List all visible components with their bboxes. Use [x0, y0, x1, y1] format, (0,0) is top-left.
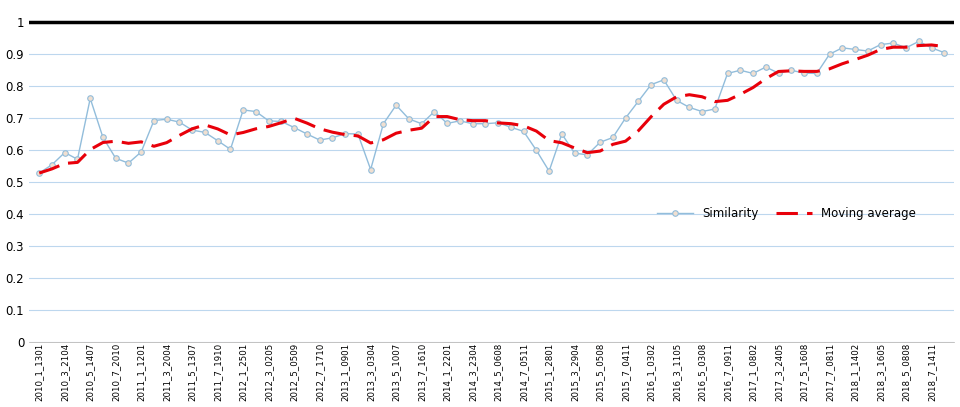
- Legend: Similarity, Moving average: Similarity, Moving average: [653, 203, 921, 225]
